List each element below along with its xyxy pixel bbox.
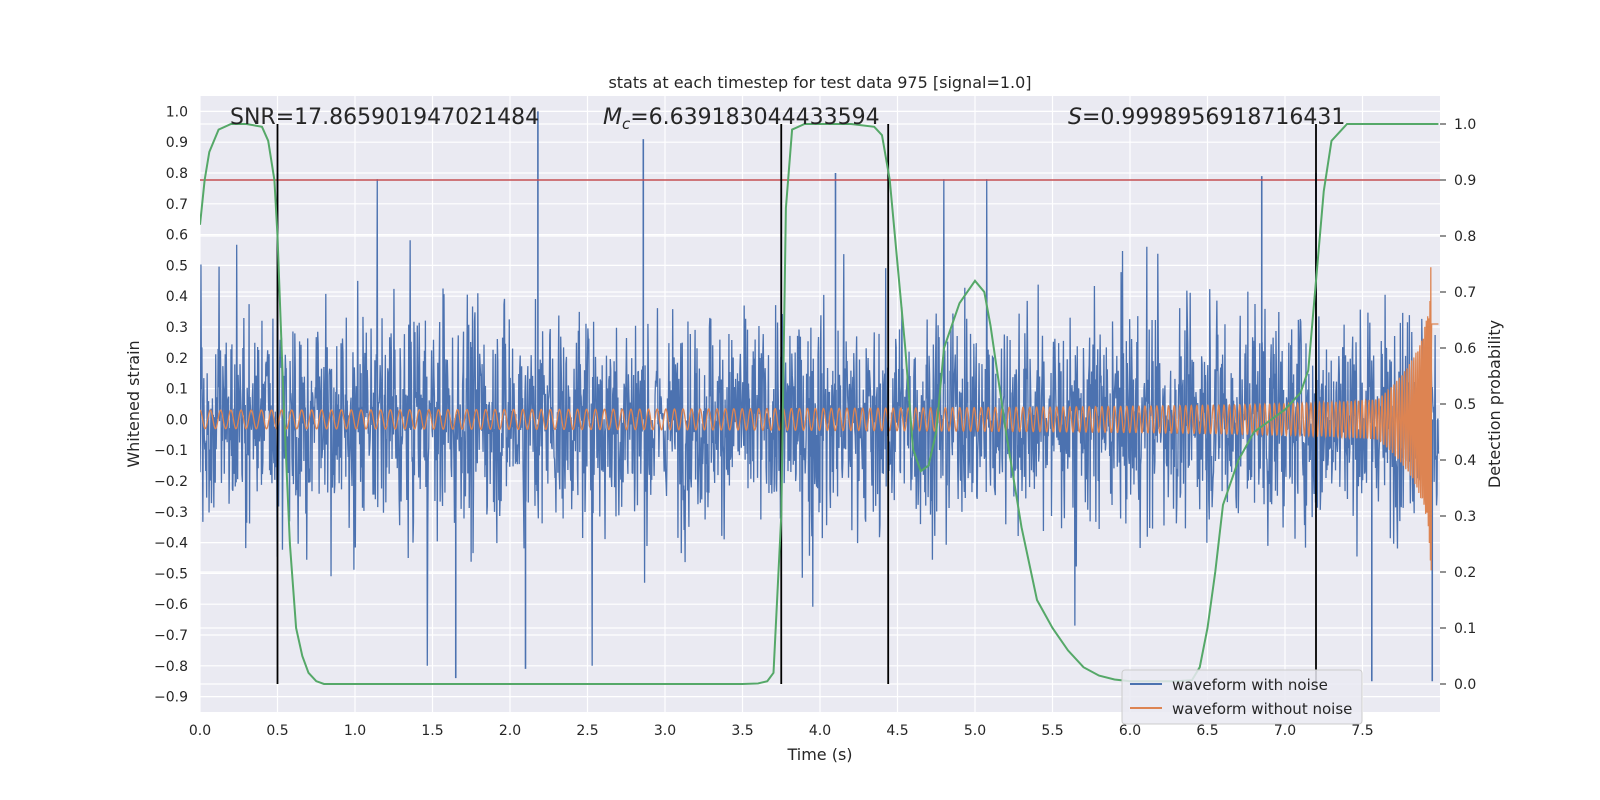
legend-box (1121, 669, 1363, 725)
y-axis-label-left: Whitened strain (124, 340, 143, 467)
chart-title: stats at each timestep for test data 975… (608, 73, 1031, 92)
axes: 0.0 0.5 1.0 1.5 2.0 2.5 3.0 3.5 4.0 4.5 5.0 5.5 6.0 6… (154, 104, 1476, 739)
x-tick-label: 0.5 (266, 723, 288, 739)
x-tick-label: 7.5 (1351, 723, 1373, 739)
y-tick-label-left: 0.5 (166, 258, 188, 274)
y-tick-label-left: −0.9 (154, 690, 188, 706)
y-tick-label-left: 0.3 (166, 320, 188, 336)
plot-area (200, 111, 1440, 685)
x-tick-label: 2.0 (499, 723, 521, 739)
x-tick-label: 1.0 (344, 723, 366, 739)
legend-label-clean: waveform without noise (1172, 700, 1352, 718)
y-tick-label-left: 1.0 (166, 104, 188, 120)
x-tick-label: 3.5 (731, 723, 753, 739)
chirp-mass-annotation: Mc=6.639183044433594 (603, 105, 880, 133)
x-tick-label: 7.0 (1274, 723, 1296, 739)
y-tick-label-left: −0.4 (154, 536, 188, 552)
y-tick-label-left: 0.9 (166, 135, 188, 151)
snr-annotation: SNR=17.865901947021484 (230, 105, 539, 130)
y-tick-label-right: 0.2 (1454, 565, 1476, 581)
x-tick-label: 5.0 (964, 723, 986, 739)
series-waveform-with-noise (200, 179, 1440, 666)
y-tick-label-right: 0.8 (1454, 229, 1476, 245)
y-axis-label-right: Detection probability (1485, 320, 1504, 488)
y-tick-label-left: 0.1 (166, 382, 188, 398)
score-annotation: S=0.9998956918716431 (1068, 105, 1345, 130)
y-tick-label-left: −0.7 (154, 628, 188, 644)
y-tick-label-right: 1.0 (1454, 117, 1476, 133)
y-tick-label-right: 0.4 (1454, 453, 1476, 469)
y-tick-label-left: 0.8 (166, 166, 188, 182)
x-tick-label: 4.5 (886, 723, 908, 739)
x-tick-label: 1.5 (421, 723, 443, 739)
y-tick-label-left: 0.0 (166, 412, 188, 428)
x-axis-label: Time (s) (786, 745, 852, 764)
score-value: =0.9998956918716431 (1082, 105, 1345, 130)
y-tick-label-right: 0.0 (1454, 677, 1476, 693)
x-tick-label: 2.5 (576, 723, 598, 739)
chirp-mass-symbol: M (603, 105, 622, 130)
x-tick-label: 3.0 (654, 723, 676, 739)
y-tick-label-left: −0.5 (154, 566, 188, 582)
x-tick-label: 5.5 (1041, 723, 1063, 739)
legend-label-noise: waveform with noise (1172, 676, 1328, 694)
x-tick-label: 6.5 (1196, 723, 1218, 739)
y-tick-label-left: 0.2 (166, 351, 188, 367)
series-waveform-without-noise (200, 267, 1439, 571)
y-tick-label-left: 0.7 (166, 197, 188, 213)
y-tick-label-right: 0.3 (1454, 509, 1476, 525)
x-tick-label: 4.0 (809, 723, 831, 739)
y-tick-label-right: 0.7 (1454, 285, 1476, 301)
y-tick-label-right: 0.5 (1454, 397, 1476, 413)
y-tick-label-left: −0.2 (154, 474, 188, 490)
legend: waveform with noise waveform without noi… (1121, 669, 1363, 725)
y-tick-label-right: 0.6 (1454, 341, 1476, 357)
chirp-mass-subscript: c (622, 115, 631, 133)
y-tick-label-left: −0.8 (154, 659, 188, 675)
series-detection-probability (200, 123, 1439, 685)
y-tick-label-left: 0.4 (166, 289, 188, 305)
y-tick-label-left: −0.1 (154, 443, 188, 459)
y-tick-label-left: −0.6 (154, 597, 188, 613)
x-tick-label: 0.0 (189, 723, 211, 739)
x-tick-label: 6.0 (1119, 723, 1141, 739)
y-tick-label-right: 0.9 (1454, 173, 1476, 189)
y-tick-label-left: −0.3 (154, 505, 188, 521)
chirp-mass-value: =6.639183044433594 (630, 105, 879, 130)
y-tick-label-right: 0.1 (1454, 621, 1476, 637)
y-tick-label-left: 0.6 (166, 228, 188, 244)
score-symbol: S (1068, 105, 1082, 130)
